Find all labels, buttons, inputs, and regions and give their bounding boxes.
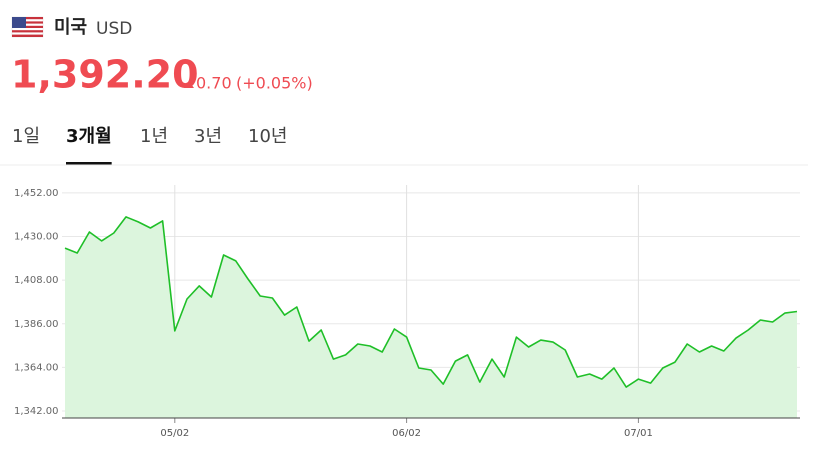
price-line (64, 216, 798, 388)
y-tick-label: 1,452.00 (14, 188, 59, 199)
tab[interactable]: 3개월 (66, 126, 112, 147)
y-tick-label: 1,364.00 (14, 362, 59, 373)
area-fill (65, 216, 797, 418)
x-tick-label: 06/02 (392, 428, 421, 439)
price: 1,392.20 (11, 53, 199, 97)
tab[interactable]: 3년 (194, 126, 222, 147)
y-tick-label: 1,386.00 (14, 319, 59, 330)
chart: 1,342.00 1,364.00 1,386.00 1,408.00 1,430.00… (14, 185, 800, 439)
y-tick-label: 1,430.00 (14, 232, 59, 243)
up-arrow (184, 81, 194, 88)
x-tick-label: 07/01 (624, 428, 653, 439)
change-pct: (+0.05%) (236, 74, 313, 93)
y-tick-label: 1,342.00 (14, 406, 59, 417)
us-flag (11, 16, 44, 38)
tab[interactable]: 10년 (248, 126, 287, 147)
tabs: 1일 3개월 1년 3년 10년 (12, 126, 287, 165)
country: 미국 (54, 17, 87, 38)
tab[interactable]: 1년 (140, 126, 168, 147)
tab[interactable]: 1일 (12, 126, 40, 147)
y-tick-label: 1,408.00 (14, 275, 59, 286)
tab-underline (66, 162, 112, 165)
currency: USD (96, 19, 132, 39)
x-tick-label: 05/02 (160, 428, 189, 439)
change: 0.70 (196, 74, 232, 93)
